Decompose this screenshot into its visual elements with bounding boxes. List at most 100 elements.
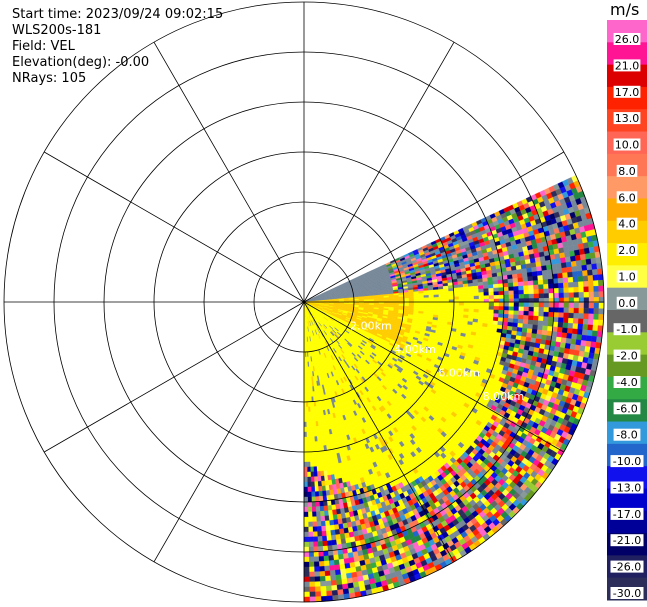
velocity-gate	[554, 312, 559, 317]
velocity-gate	[563, 283, 568, 288]
velocity-gate	[562, 268, 568, 274]
velocity-gate	[593, 320, 598, 326]
velocity-gate	[499, 295, 504, 299]
velocity-gate	[573, 277, 578, 283]
velocity-gate	[384, 299, 389, 301]
velocity-gate	[537, 330, 543, 335]
velocity-gate	[583, 319, 588, 325]
velocity-gate	[598, 320, 603, 326]
velocity-gate	[474, 289, 479, 293]
velocity-gate	[394, 302, 399, 304]
velocity-gate	[578, 276, 584, 282]
velocity-gate	[544, 303, 549, 308]
velocity-gate	[578, 282, 583, 288]
velocity-gate	[586, 336, 592, 342]
velocity-gate	[414, 302, 419, 304]
velocity-gate	[528, 285, 533, 290]
velocity-gate	[549, 293, 554, 298]
velocity-gate	[434, 295, 439, 298]
velocity-gate	[494, 306, 499, 310]
velocity-gate	[569, 293, 574, 298]
velocity-gate	[483, 313, 488, 317]
velocity-gate	[519, 307, 524, 311]
velocity-gate	[584, 314, 589, 320]
velocity-gate	[586, 341, 592, 347]
velocity-gate	[518, 319, 523, 324]
velocity-gate	[524, 303, 529, 307]
velocity-gate	[539, 312, 544, 317]
velocity-gate	[557, 332, 563, 338]
velocity-gate	[479, 292, 484, 296]
velocity-gate	[464, 293, 469, 296]
velocity-gate	[474, 303, 479, 306]
velocity-gate	[598, 326, 603, 332]
velocity-gate	[479, 303, 484, 306]
velocity-gate	[563, 323, 569, 329]
velocity-gate	[543, 321, 548, 326]
velocity-gate	[434, 292, 439, 295]
velocity-gate	[429, 302, 434, 305]
velocity-gate	[581, 340, 587, 346]
velocity-gate	[558, 322, 563, 327]
velocity-gate	[599, 286, 604, 292]
velocity-gate	[464, 303, 469, 306]
velocity-gate	[404, 304, 409, 306]
velocity-gate	[484, 292, 489, 296]
velocity-gate	[474, 309, 479, 313]
velocity-gate	[542, 330, 548, 335]
velocity-gate	[469, 296, 474, 299]
velocity-gate	[594, 309, 599, 315]
velocity-gate	[599, 314, 604, 320]
velocity-gate	[493, 314, 498, 318]
velocity-gate	[572, 329, 578, 335]
velocity-gate	[439, 308, 444, 311]
velocity-gate	[479, 296, 484, 300]
velocity-gate	[594, 303, 599, 309]
velocity-gate	[562, 333, 568, 339]
velocity-gate	[574, 292, 579, 297]
velocity-gate	[588, 275, 593, 281]
velocity-gate	[571, 261, 577, 267]
velocity-gate	[519, 294, 524, 298]
velocity-gate	[468, 286, 473, 290]
velocity-gate	[454, 311, 459, 314]
velocity-gate	[474, 296, 479, 299]
velocity-gate	[439, 302, 444, 305]
velocity-gate	[587, 330, 593, 336]
velocity-gate	[509, 311, 514, 315]
velocity-gate	[560, 258, 566, 264]
velocity-gate	[488, 313, 493, 317]
velocity-gate	[567, 328, 573, 334]
velocity-gate	[419, 302, 424, 304]
velocity-gate	[527, 272, 533, 277]
velocity-gate	[579, 292, 584, 298]
velocity-gate	[533, 320, 538, 325]
velocity-gate	[584, 303, 589, 309]
velocity-gate	[566, 338, 572, 344]
velocity-gate	[569, 287, 574, 292]
velocity-gate	[567, 272, 573, 278]
velocity-gate	[459, 308, 464, 311]
velocity-gate	[399, 302, 404, 304]
velocity-gate	[577, 329, 583, 335]
velocity-gate	[464, 306, 469, 309]
velocity-gate	[543, 317, 548, 322]
velocity-gate	[409, 296, 414, 298]
velocity-gate	[559, 308, 564, 313]
velocity-gate	[523, 320, 528, 325]
velocity-gate	[527, 268, 533, 273]
velocity-gate	[469, 306, 474, 309]
velocity-gate	[534, 303, 539, 308]
velocity-gate	[599, 303, 604, 309]
velocity-gate	[558, 278, 563, 283]
velocity-gate	[479, 306, 484, 310]
velocity-gate	[502, 275, 507, 280]
velocity-gate	[514, 307, 519, 311]
velocity-gate	[454, 303, 459, 306]
velocity-gate	[517, 269, 523, 274]
velocity-gate	[458, 287, 463, 290]
velocity-gate	[489, 310, 494, 314]
velocity-gate	[409, 294, 414, 296]
velocity-gate	[567, 267, 573, 273]
